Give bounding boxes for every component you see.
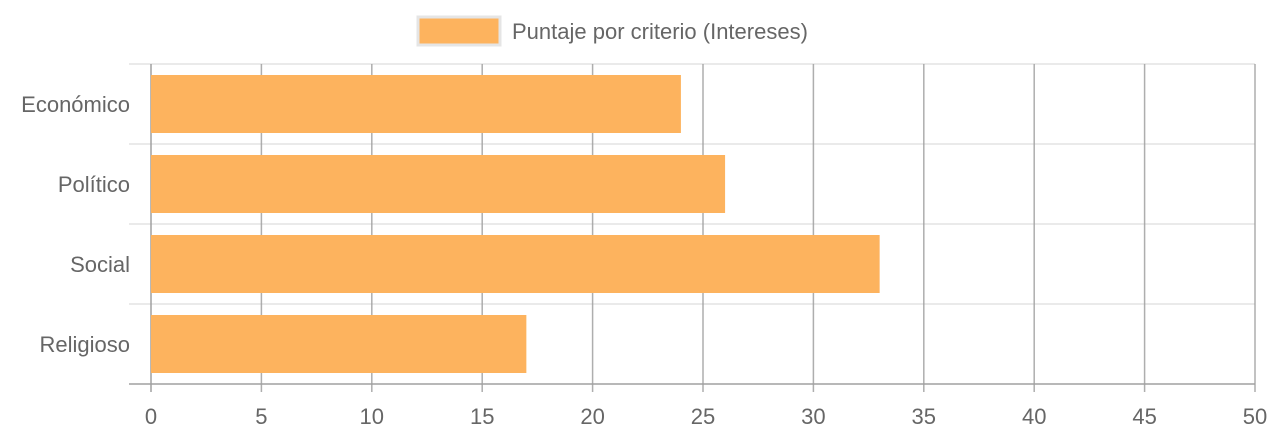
bar-politico[interactable] (151, 155, 726, 213)
x-tick-label: 0 (145, 404, 157, 429)
category-label: Social (70, 252, 130, 277)
category-label: Religioso (40, 332, 131, 357)
x-tick-label: 15 (470, 404, 494, 429)
bar-religioso[interactable] (151, 315, 527, 373)
legend[interactable]: Puntaje por criterio (Intereses) (416, 15, 808, 47)
x-tick-label: 45 (1132, 404, 1156, 429)
y-axis-labels: Económico Político Social Religioso (21, 92, 130, 357)
x-axis-tick-labels: 0 5 10 15 20 25 30 35 40 45 50 (145, 404, 1267, 429)
legend-swatch (416, 15, 502, 47)
bar-economico[interactable] (151, 75, 681, 133)
x-tick-label: 10 (360, 404, 384, 429)
x-tick-label: 25 (691, 404, 715, 429)
x-tick-label: 30 (801, 404, 825, 429)
x-tick-label: 20 (580, 404, 604, 429)
category-label: Político (58, 172, 130, 197)
category-label: Económico (21, 92, 130, 117)
x-tick-label: 5 (255, 404, 267, 429)
x-tick-label: 35 (912, 404, 936, 429)
bar-social[interactable] (151, 235, 880, 293)
bars (151, 75, 880, 373)
legend-label: Puntaje por criterio (Intereses) (512, 19, 808, 44)
x-tick-label: 40 (1022, 404, 1046, 429)
x-tick-label: 50 (1243, 404, 1267, 429)
